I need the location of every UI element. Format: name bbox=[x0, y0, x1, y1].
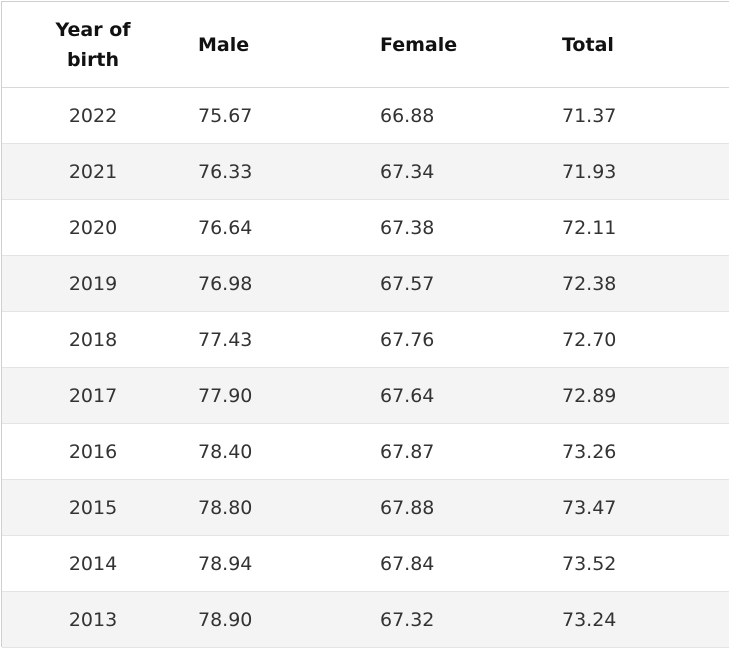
cell-male: 75.67 bbox=[184, 87, 366, 144]
table-row: 2019 76.98 67.57 72.38 bbox=[2, 255, 729, 312]
cell-total: 72.89 bbox=[548, 367, 729, 424]
header-year-of-birth: Year of birth bbox=[2, 2, 184, 88]
cell-total: 72.11 bbox=[548, 199, 729, 256]
cell-male: 78.94 bbox=[184, 535, 366, 592]
cell-female: 67.84 bbox=[366, 535, 548, 592]
cell-total: 71.93 bbox=[548, 143, 729, 200]
header-female: Female bbox=[366, 2, 548, 88]
cell-year: 2017 bbox=[2, 367, 184, 424]
cell-total: 73.26 bbox=[548, 423, 729, 480]
cell-male: 78.90 bbox=[184, 591, 366, 648]
cell-male: 76.98 bbox=[184, 255, 366, 312]
table-row: 2021 76.33 67.34 71.93 bbox=[2, 143, 729, 200]
cell-female: 67.88 bbox=[366, 479, 548, 536]
table-row: 2013 78.90 67.32 73.24 bbox=[2, 591, 729, 648]
table-row: 2020 76.64 67.38 72.11 bbox=[2, 199, 729, 256]
header-year-of-birth-label: Year of birth bbox=[55, 18, 131, 71]
cell-female: 67.57 bbox=[366, 255, 548, 312]
table-row: 2014 78.94 67.84 73.52 bbox=[2, 535, 729, 592]
cell-total: 72.70 bbox=[548, 311, 729, 368]
table-row: 2018 77.43 67.76 72.70 bbox=[2, 311, 729, 368]
cell-male: 77.90 bbox=[184, 367, 366, 424]
header-total: Total bbox=[548, 2, 729, 88]
cell-year: 2018 bbox=[2, 311, 184, 368]
cell-female: 67.34 bbox=[366, 143, 548, 200]
cell-male: 78.40 bbox=[184, 423, 366, 480]
table-row: 2015 78.80 67.88 73.47 bbox=[2, 479, 729, 536]
cell-male: 77.43 bbox=[184, 311, 366, 368]
table-row: 2016 78.40 67.87 73.26 bbox=[2, 423, 729, 480]
cell-total: 73.24 bbox=[548, 591, 729, 648]
cell-year: 2020 bbox=[2, 199, 184, 256]
table-body: 2022 75.67 66.88 71.37 2021 76.33 67.34 71.93 20… bbox=[2, 87, 729, 648]
cell-year: 2014 bbox=[2, 535, 184, 592]
table-header: Year of birth Male Female Total bbox=[2, 2, 729, 88]
cell-total: 73.52 bbox=[548, 535, 729, 592]
cell-male: 76.64 bbox=[184, 199, 366, 256]
cell-year: 2021 bbox=[2, 143, 184, 200]
cell-year: 2016 bbox=[2, 423, 184, 480]
cell-year: 2013 bbox=[2, 591, 184, 648]
cell-male: 78.80 bbox=[184, 479, 366, 536]
cell-male: 76.33 bbox=[184, 143, 366, 200]
cell-year: 2019 bbox=[2, 255, 184, 312]
cell-female: 67.64 bbox=[366, 367, 548, 424]
cell-total: 72.38 bbox=[548, 255, 729, 312]
cell-year: 2015 bbox=[2, 479, 184, 536]
cell-female: 67.87 bbox=[366, 423, 548, 480]
cell-total: 73.47 bbox=[548, 479, 729, 536]
header-male: Male bbox=[184, 2, 366, 88]
table-row: 2017 77.90 67.64 72.89 bbox=[2, 367, 729, 424]
cell-female: 67.38 bbox=[366, 199, 548, 256]
cell-total: 71.37 bbox=[548, 87, 729, 144]
table-row: 2022 75.67 66.88 71.37 bbox=[2, 87, 729, 144]
cell-year: 2022 bbox=[2, 87, 184, 144]
header-row: Year of birth Male Female Total bbox=[2, 2, 729, 88]
cell-female: 66.88 bbox=[366, 87, 548, 144]
cell-female: 67.76 bbox=[366, 311, 548, 368]
cell-female: 67.32 bbox=[366, 591, 548, 648]
